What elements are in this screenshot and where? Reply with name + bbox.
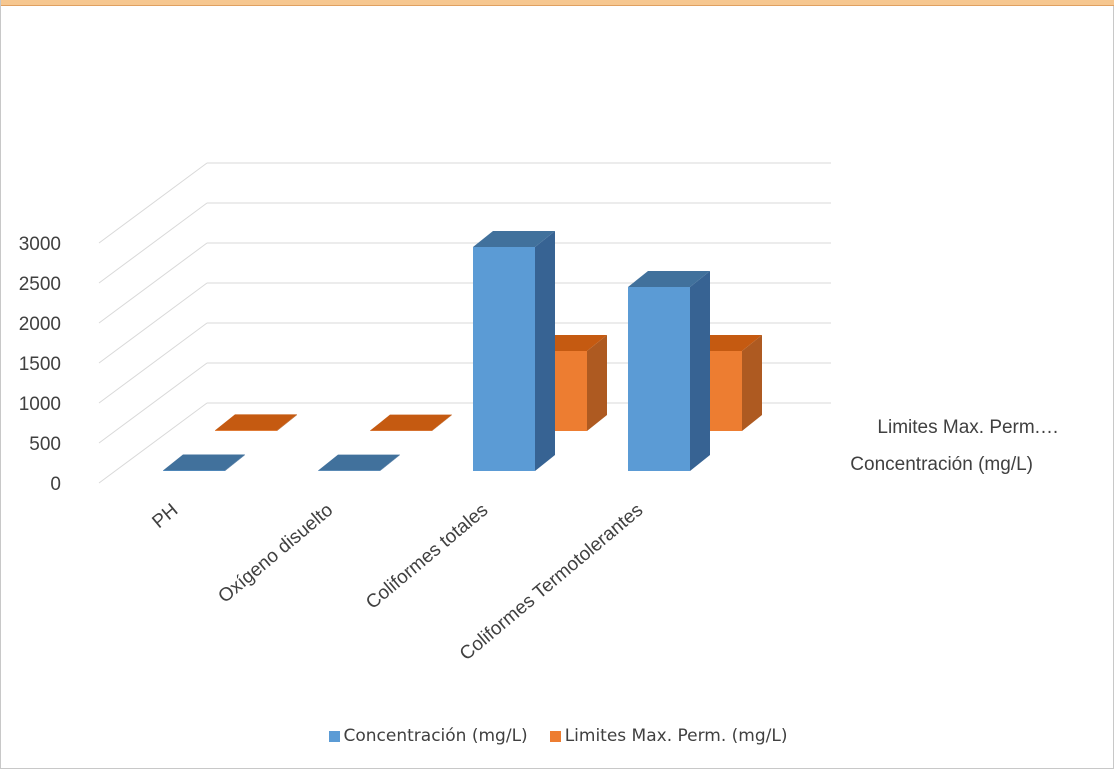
legend: Concentración (mg/L) Limites Max. Perm. …: [1, 726, 1114, 746]
y-tick-label: 500: [29, 434, 61, 455]
y-tick-label: 1500: [19, 354, 61, 375]
category-label: PH: [148, 500, 182, 533]
gridline-side: [98, 402, 208, 484]
bar-side: [277, 414, 297, 431]
bar-top: [473, 231, 555, 247]
gridlines: [98, 162, 831, 484]
y-tick-label: 0: [50, 474, 61, 495]
bar-top: [628, 271, 710, 287]
y-tick-label: 1000: [19, 394, 61, 415]
bar-front: [628, 287, 690, 471]
bar-side: [432, 414, 452, 431]
bar-front: [163, 470, 225, 471]
bar-side: [742, 335, 762, 431]
bar-top: [163, 454, 245, 471]
bar: [473, 231, 555, 471]
bar-top: [370, 414, 452, 431]
bars: [163, 231, 762, 471]
legend-label-concentracion: Concentración (mg/L): [343, 726, 528, 746]
gridline-side: [98, 322, 208, 404]
y-tick-label: 3000: [19, 234, 61, 255]
bar-top: [318, 454, 400, 471]
y-axis-ticks: 0 500 1000 1500 2000 2500 3000: [19, 234, 61, 495]
category-label: Coliformes totales: [362, 500, 492, 614]
gridline-side: [98, 242, 208, 324]
bar-side: [225, 454, 245, 471]
bar: [215, 414, 297, 431]
legend-item-limites: Limites Max. Perm. (mg/L): [549, 726, 788, 746]
bar-front: [473, 247, 535, 471]
depth-axis-label: Concentración (mg/L): [850, 454, 1033, 475]
bar: [163, 454, 245, 471]
bar-side: [587, 335, 607, 431]
bar: [628, 271, 710, 471]
gridline-side: [98, 282, 208, 364]
category-label: Oxígeno disuelto: [214, 500, 337, 608]
category-labels: PH Oxígeno disuelto Coliformes totalesColi…: [148, 500, 647, 665]
gridline-side: [98, 202, 208, 284]
legend-label-limites: Limites Max. Perm. (mg/L): [564, 726, 788, 746]
gridline-side: [98, 162, 208, 244]
depth-axis-label: Limites Max. Perm.…: [877, 417, 1059, 438]
legend-swatch-limites: [549, 730, 561, 742]
bar-front: [215, 430, 277, 431]
bar-side: [380, 454, 400, 471]
bar: [370, 414, 452, 431]
bar-top: [215, 414, 297, 431]
bar-side: [535, 231, 555, 471]
bar-side: [690, 271, 710, 471]
y-tick-label: 2500: [19, 274, 61, 295]
legend-swatch-concentracion: [328, 730, 340, 742]
category-label: Coliformes Termotolerantes: [456, 500, 647, 665]
top-border-bar: [1, 0, 1114, 6]
depth-axis-labels: Limites Max. Perm.… Concentración (mg/L): [850, 417, 1059, 475]
gridline-side: [98, 362, 208, 444]
legend-item-concentracion: Concentración (mg/L): [328, 726, 528, 746]
bar: [318, 454, 400, 471]
y-tick-label: 2000: [19, 314, 61, 335]
